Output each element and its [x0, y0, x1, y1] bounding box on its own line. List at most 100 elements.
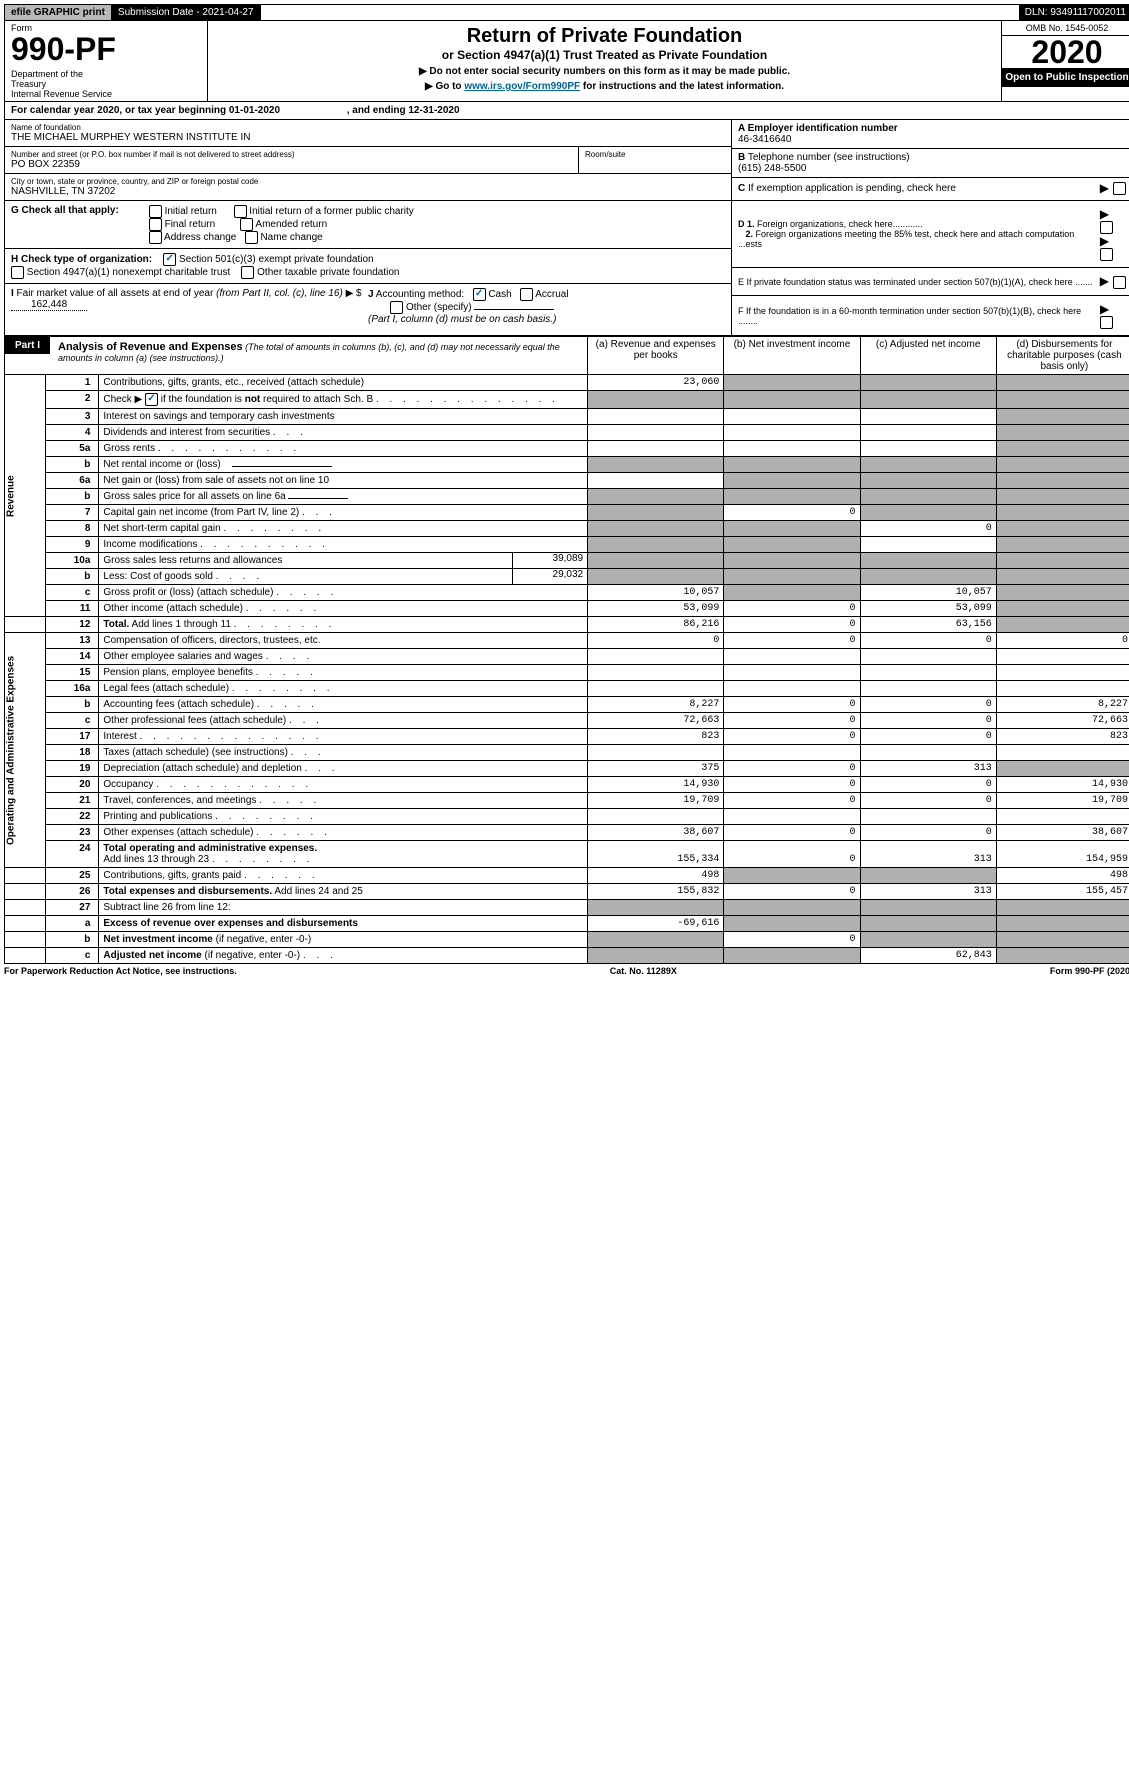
- row-25-a: 498: [588, 868, 724, 884]
- row-16c-a: 72,663: [588, 713, 724, 729]
- row-12-c: 63,156: [860, 617, 996, 633]
- row-16b-a: 8,227: [588, 697, 724, 713]
- initial-return-label: Initial return: [165, 206, 217, 217]
- amended-return-checkbox[interactable]: [240, 218, 253, 231]
- d1-label: D 1. Foreign organizations, check here..…: [738, 219, 923, 229]
- row-24-b: 0: [724, 841, 860, 868]
- row-16c-b: 0: [724, 713, 860, 729]
- row-17-a: 823: [588, 729, 724, 745]
- row-23-d: 38,607: [996, 825, 1129, 841]
- footer: For Paperwork Reduction Act Notice, see …: [4, 964, 1129, 978]
- row-7-desc: Capital gain net income (from Part IV, l…: [99, 505, 588, 521]
- row-10a-desc: Gross sales less returns and allowances: [99, 553, 512, 568]
- city-value: NASHVILLE, TN 37202: [11, 186, 725, 197]
- sch-b-checkbox[interactable]: [145, 393, 158, 406]
- expenses-label: Operating and Administrative Expenses: [5, 633, 46, 868]
- row-27c-desc: Adjusted net income (if negative, enter …: [99, 948, 588, 964]
- d2-checkbox[interactable]: [1100, 248, 1113, 261]
- row-25-desc: Contributions, gifts, grants paid . . . …: [99, 868, 588, 884]
- row-24-d: 154,959: [996, 841, 1129, 868]
- footer-right: Form 990-PF (2020): [1050, 966, 1129, 976]
- row-13-c: 0: [860, 633, 996, 649]
- 4947-checkbox[interactable]: [11, 266, 24, 279]
- revenue-label: Revenue: [5, 375, 46, 617]
- row-24-a: 155,334: [588, 841, 724, 868]
- row-21-a: 19,709: [588, 793, 724, 809]
- d1-checkbox[interactable]: [1100, 221, 1113, 234]
- cash-label: Cash: [488, 289, 511, 300]
- col-b-header: (b) Net investment income: [724, 337, 860, 375]
- row-21-b: 0: [724, 793, 860, 809]
- row-12-b: 0: [724, 617, 860, 633]
- j-note: (Part I, column (d) must be on cash basi…: [368, 314, 556, 325]
- other-taxable-label: Other taxable private foundation: [257, 267, 399, 278]
- row-11-a: 53,099: [588, 601, 724, 617]
- name-change-label: Name change: [260, 232, 322, 243]
- row-13-b: 0: [724, 633, 860, 649]
- info-section: Name of foundation THE MICHAEL MURPHEY W…: [4, 120, 1129, 201]
- row-26-d: 155,457: [996, 884, 1129, 900]
- row-23-a: 38,607: [588, 825, 724, 841]
- row-3-desc: Interest on savings and temporary cash i…: [99, 409, 588, 425]
- e-checkbox[interactable]: [1113, 276, 1126, 289]
- row-17-b: 0: [724, 729, 860, 745]
- col-c-header: (c) Adjusted net income: [860, 337, 996, 375]
- instruction-1: ▶ Do not enter social security numbers o…: [212, 66, 997, 77]
- 501c3-checkbox[interactable]: [163, 253, 176, 266]
- row-10c-desc: Gross profit or (loss) (attach schedule)…: [99, 585, 588, 601]
- row-16b-d: 8,227: [996, 697, 1129, 713]
- row-20-desc: Occupancy . . . . . . . . . . . .: [99, 777, 588, 793]
- initial-former-checkbox[interactable]: [234, 205, 247, 218]
- row-10b-desc: Less: Cost of goods sold . . . .: [99, 569, 512, 584]
- fmv-value: 162,448: [11, 299, 87, 311]
- i-label: I Fair market value of all assets at end…: [11, 288, 343, 299]
- row-10c-c: 10,057: [860, 585, 996, 601]
- other-taxable-checkbox[interactable]: [241, 266, 254, 279]
- cash-checkbox[interactable]: [473, 288, 486, 301]
- initial-return-checkbox[interactable]: [149, 205, 162, 218]
- row-8-c: 0: [860, 521, 996, 537]
- part1-table: Part I Analysis of Revenue and Expenses …: [4, 336, 1129, 964]
- footer-left: For Paperwork Reduction Act Notice, see …: [4, 966, 237, 976]
- row-25-d: 498: [996, 868, 1129, 884]
- row-21-desc: Travel, conferences, and meetings . . . …: [99, 793, 588, 809]
- room-suite-label: Room/suite: [585, 150, 725, 159]
- e-label: E If private foundation status was termi…: [738, 277, 1093, 287]
- name-change-checkbox[interactable]: [245, 231, 258, 244]
- row-4-desc: Dividends and interest from securities .…: [99, 425, 588, 441]
- address-change-checkbox[interactable]: [149, 231, 162, 244]
- check-section: G Check all that apply: Initial return I…: [4, 201, 1129, 336]
- accrual-checkbox[interactable]: [520, 288, 533, 301]
- row-5b-desc: Net rental income or (loss): [99, 457, 588, 473]
- row-20-a: 14,930: [588, 777, 724, 793]
- row-16c-c: 0: [860, 713, 996, 729]
- row-22-desc: Printing and publications . . . . . . . …: [99, 809, 588, 825]
- 501c3-label: Section 501(c)(3) exempt private foundat…: [179, 254, 374, 265]
- phone-label: B Telephone number (see instructions): [738, 152, 1126, 163]
- exemption-pending-label: C If exemption application is pending, c…: [738, 183, 956, 194]
- row-26-b: 0: [724, 884, 860, 900]
- ein-label: A Employer identification number: [738, 123, 1126, 134]
- row-18-desc: Taxes (attach schedule) (see instruction…: [99, 745, 588, 761]
- row-21-c: 0: [860, 793, 996, 809]
- row-27b-desc: Net investment income (if negative, ente…: [99, 932, 588, 948]
- row-19-b: 0: [724, 761, 860, 777]
- final-return-checkbox[interactable]: [149, 218, 162, 231]
- row-26-a: 155,832: [588, 884, 724, 900]
- row-11-b: 0: [724, 601, 860, 617]
- amended-return-label: Amended return: [255, 219, 327, 230]
- row-23-c: 0: [860, 825, 996, 841]
- instructions-link[interactable]: www.irs.gov/Form990PF: [464, 81, 580, 92]
- final-return-label: Final return: [165, 219, 216, 230]
- row-24-c: 313: [860, 841, 996, 868]
- f-checkbox[interactable]: [1100, 316, 1113, 329]
- footer-center: Cat. No. 11289X: [610, 966, 677, 976]
- accrual-label: Accrual: [535, 289, 568, 300]
- col-a-header: (a) Revenue and expenses per books: [588, 337, 724, 375]
- address-value: PO BOX 22359: [11, 159, 572, 170]
- initial-former-label: Initial return of a former public charit…: [249, 206, 414, 217]
- tax-year: 2020: [1002, 36, 1129, 68]
- other-method-checkbox[interactable]: [390, 301, 403, 314]
- part1-header: Part I: [5, 337, 50, 354]
- exemption-pending-checkbox[interactable]: [1113, 182, 1126, 195]
